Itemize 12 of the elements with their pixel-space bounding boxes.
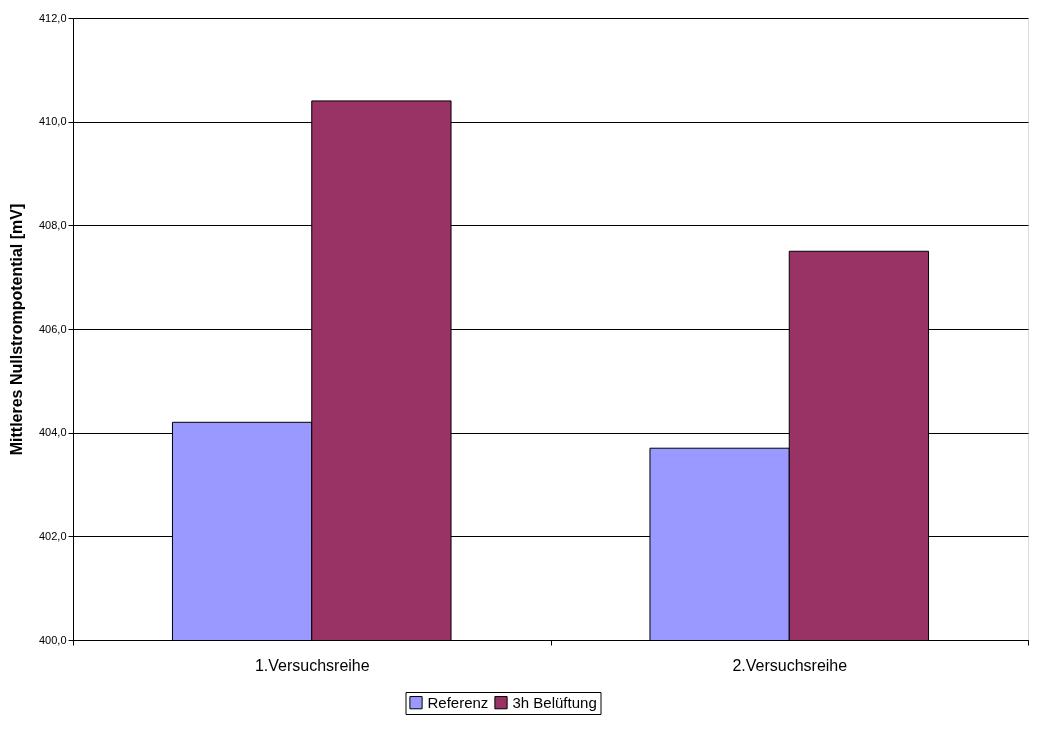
y-tick-label: 412,0 <box>38 11 67 24</box>
y-tick-label: 402,0 <box>38 529 67 542</box>
x-tick-label: 2.Versuchsreihe <box>732 656 848 674</box>
y-tick-label: 400,0 <box>38 633 67 646</box>
y-tick-label: 410,0 <box>38 115 67 128</box>
y-tick-label: 408,0 <box>38 218 67 231</box>
x-tick-label: 1.Versuchsreihe <box>254 656 370 674</box>
y-axis-title: Mittleres Nullstrompotential [mV] <box>7 203 25 456</box>
legend-label: Referenz <box>427 693 489 711</box>
legend-label: 3h Belüftung <box>512 693 597 711</box>
y-tick-label: 406,0 <box>38 322 67 335</box>
y-tick-label: 404,0 <box>38 426 67 439</box>
